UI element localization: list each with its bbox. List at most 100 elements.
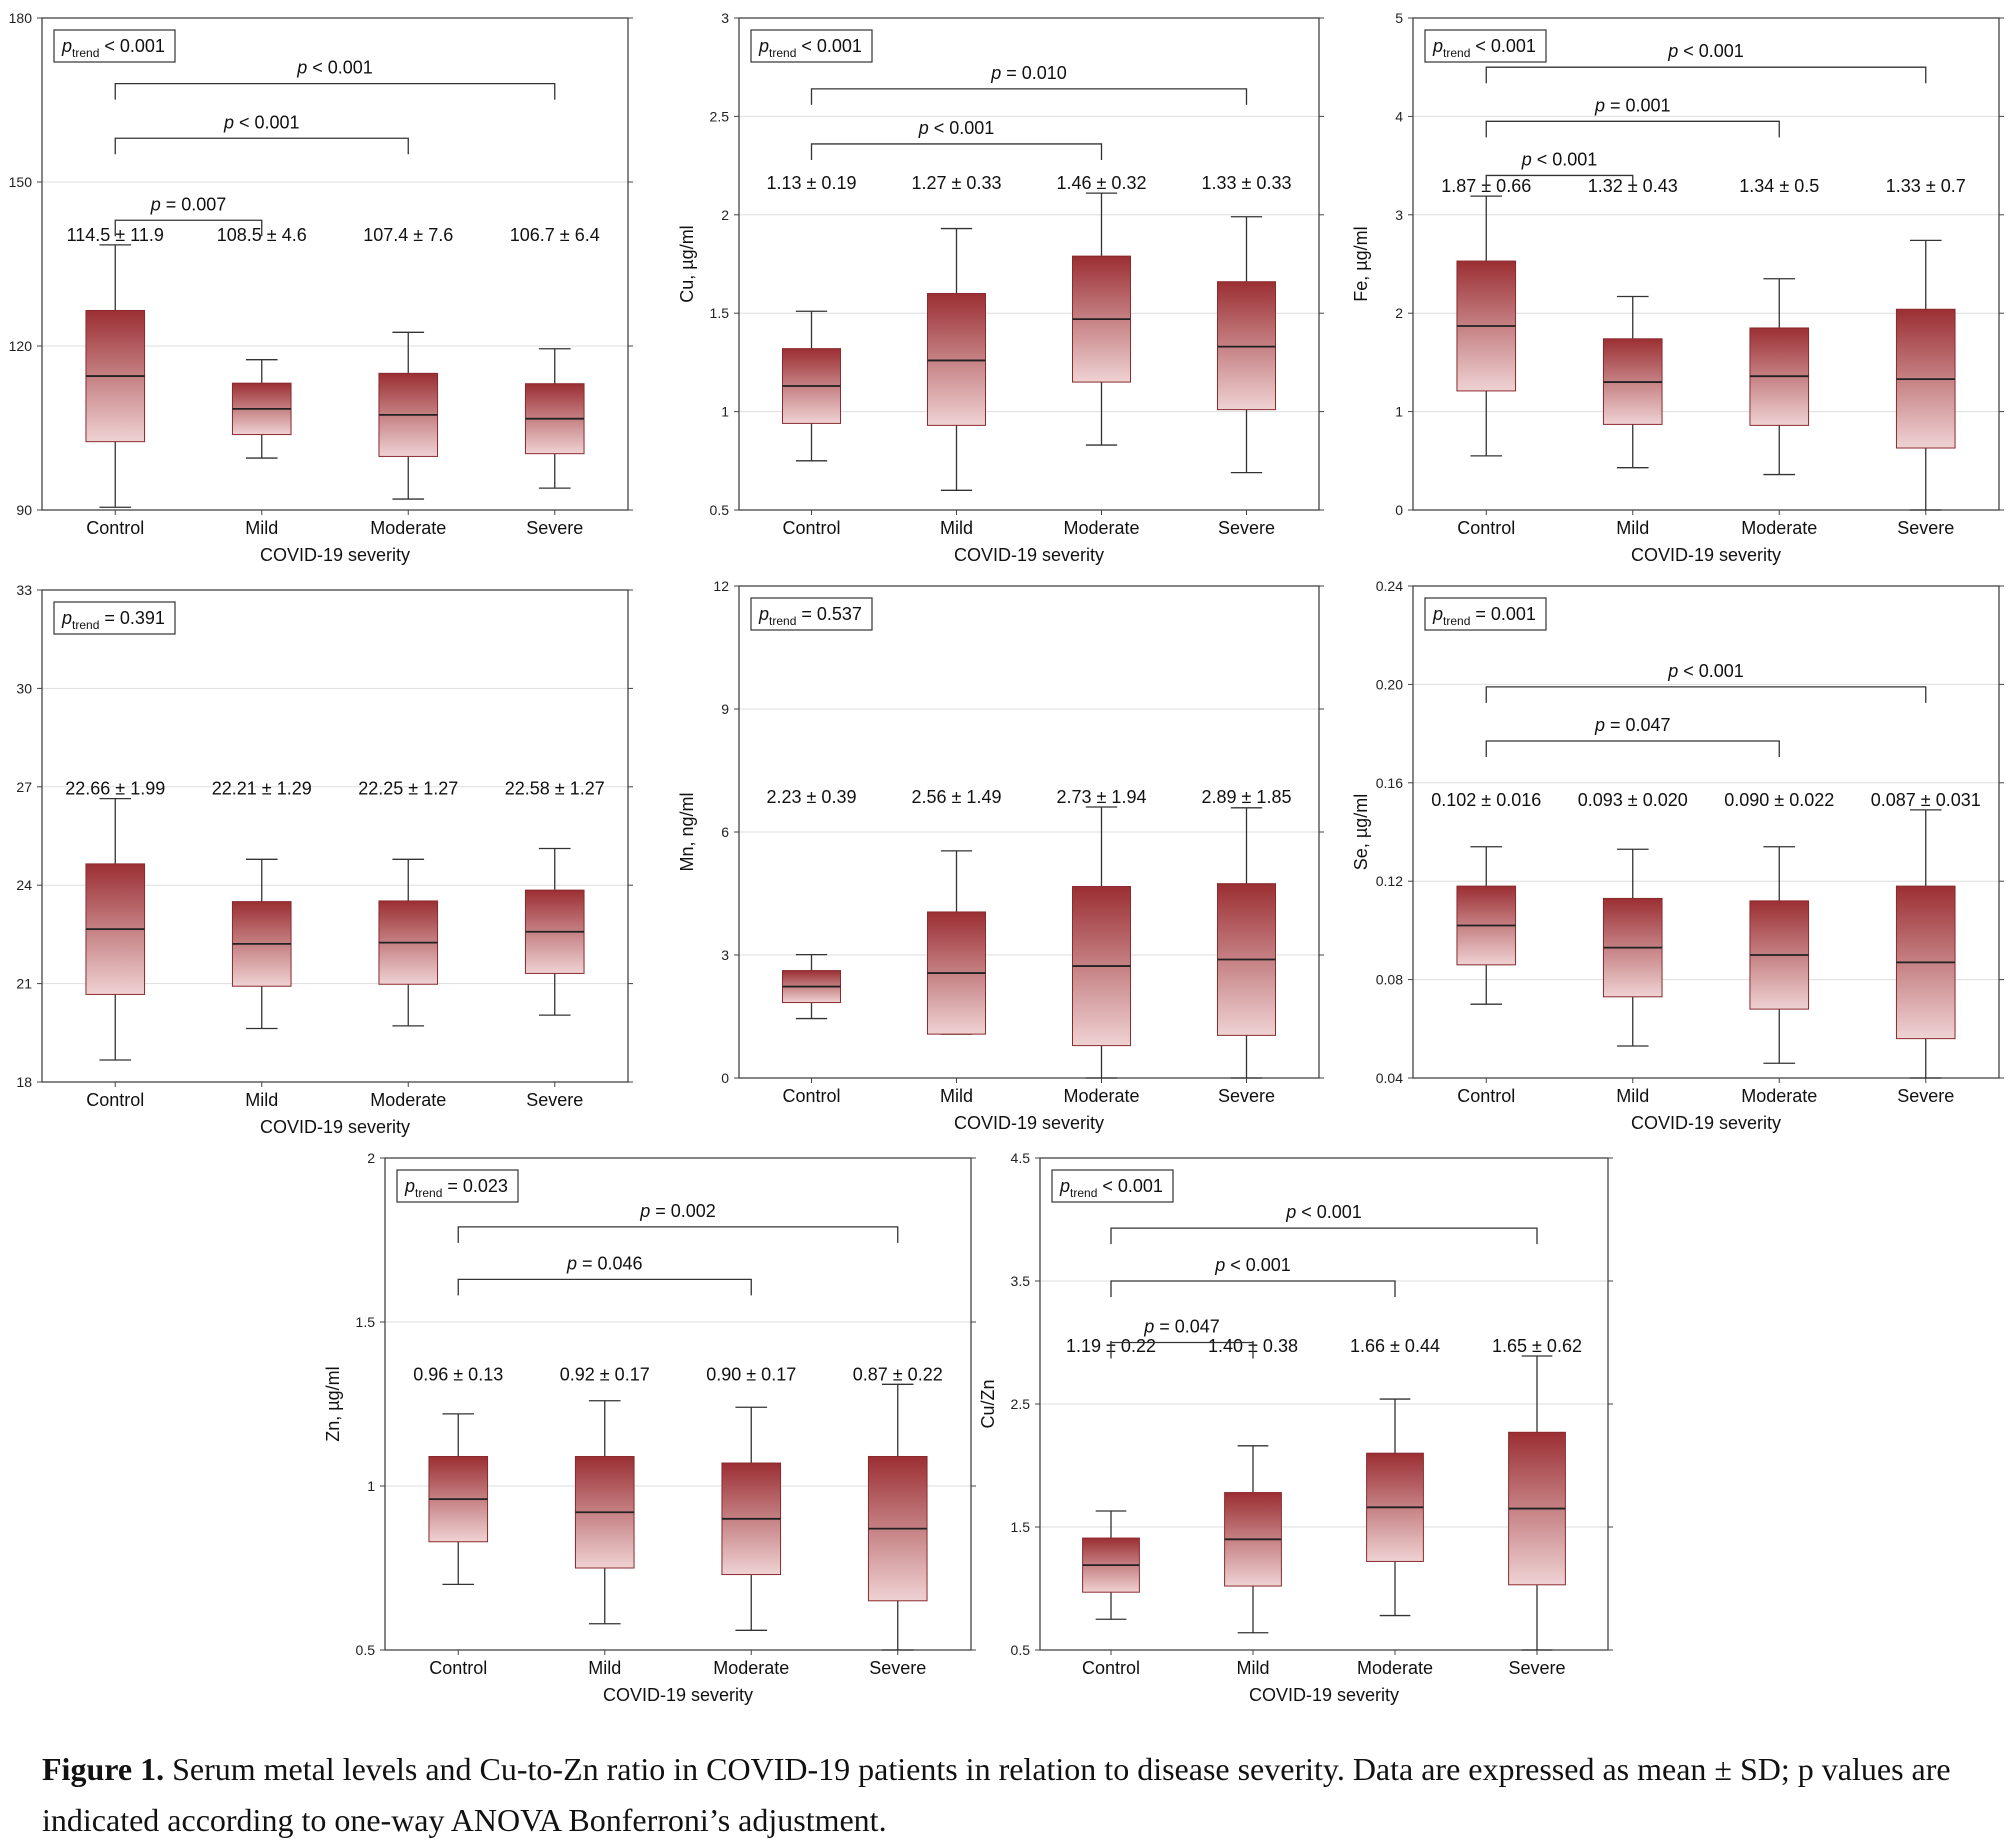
box-mild (927, 293, 986, 426)
y-tick-label: 0.5 (356, 1642, 376, 1658)
y-tick-label: 1.5 (356, 1314, 376, 1330)
x-tick-label: Mild (940, 518, 973, 538)
x-tick-label: Moderate (370, 1090, 446, 1110)
mean-sd-label: 22.58 ± 1.27 (505, 779, 605, 799)
x-axis-label: COVID-19 severity (954, 1113, 1104, 1133)
x-tick-label: Control (1457, 518, 1515, 538)
y-tick-label: 6 (721, 824, 729, 840)
p-trend-label: ptrend < 0.001 (1059, 1176, 1163, 1200)
mean-sd-label: 107.4 ± 7.6 (363, 225, 453, 245)
x-axis-label: COVID-19 severity (1249, 1685, 1399, 1705)
p-trend-box (1424, 29, 1547, 63)
p-trend-label: ptrend = 0.001 (1432, 604, 1536, 628)
mean-sd-label: 106.7 ± 6.4 (510, 225, 600, 245)
mean-sd-label: 22.21 ± 1.29 (212, 779, 312, 799)
mean-sd-label: 0.96 ± 0.13 (413, 1364, 503, 1384)
x-tick-label: Mild (1616, 518, 1649, 538)
y-tick-label: 0.04 (1376, 1070, 1403, 1086)
y-tick-label: 2.5 (710, 108, 730, 124)
comparison-p-value: p < 0.001 (296, 58, 373, 78)
y-tick-label: 18 (16, 1074, 32, 1090)
y-tick-label: 0.24 (1376, 578, 1403, 594)
x-tick-label: Mild (1236, 1658, 1269, 1678)
mean-sd-label: 0.87 ± 0.22 (853, 1364, 943, 1384)
x-tick-label: Moderate (1063, 1086, 1139, 1106)
x-axis-label: COVID-19 severity (260, 545, 410, 565)
mean-sd-label: 0.093 ± 0.020 (1578, 790, 1688, 810)
x-axis-label: COVID-19 severity (260, 1117, 410, 1137)
chart-panel-3: 182124273033Mg, µg/mlControlMildModerate… (16, 582, 633, 1137)
mean-sd-label: 22.66 ± 1.99 (65, 779, 165, 799)
y-tick-label: 5 (1395, 10, 1403, 26)
mean-sd-label: 1.13 ± 0.19 (767, 173, 857, 193)
y-tick-label: 4 (1395, 108, 1403, 124)
comparison-bracket (114, 219, 263, 237)
x-tick-label: Moderate (370, 518, 446, 538)
y-tick-label: 0.12 (1376, 873, 1403, 889)
comparison-bracket (457, 1226, 899, 1243)
x-tick-label: Moderate (1063, 518, 1139, 538)
plot-frame (384, 1157, 972, 1651)
comparison-p-value: p < 0.001 (1521, 149, 1598, 169)
mean-sd-label: 1.66 ± 0.44 (1350, 1336, 1440, 1356)
x-tick-label: Control (429, 1658, 487, 1678)
y-tick-label: 180 (9, 10, 33, 26)
chart-panel-2: 0 1 2 3 4 5 Fe, µg/ml Control Mild Moderate Severe… (1351, 10, 2004, 565)
y-tick-label: 21 (16, 976, 32, 992)
y-tick-label: 2 (367, 1150, 375, 1166)
comparison-p-value: p = 0.002 (639, 1201, 716, 1221)
y-axis-label: Se, µg/ml (1351, 794, 1371, 870)
x-tick-label: Moderate (1741, 1086, 1817, 1106)
chart-panel-6: 0.5 1 1.5 2 Zn, µg/ml Control Mild Moderate Seve… (323, 1150, 976, 1705)
mean-sd-label: 0.090 ± 0.022 (1724, 790, 1834, 810)
y-tick-label: 0.5 (1011, 1642, 1031, 1658)
x-tick-label: Mild (245, 518, 278, 538)
comparison-bracket (1485, 740, 1780, 757)
p-trend-label: ptrend < 0.001 (1432, 36, 1536, 60)
comparison-bracket (457, 1278, 752, 1296)
y-tick-label: 27 (16, 779, 32, 795)
x-tick-label: Moderate (1741, 518, 1817, 538)
p-trend-box (53, 601, 176, 635)
comparison-p-value: p = 0.007 (150, 194, 227, 214)
plot-frame (738, 585, 1320, 1079)
x-tick-label: Severe (526, 518, 583, 538)
y-axis-label: Zn, µg/ml (323, 1366, 343, 1441)
caption-text: Serum metal levels and Cu-to-Zn ratio in… (42, 1751, 1951, 1838)
p-trend-label: ptrend = 0.023 (404, 1176, 508, 1200)
y-tick-label: 1 (1395, 404, 1403, 420)
x-tick-label: Control (86, 518, 144, 538)
y-tick-label: 3.5 (1011, 1273, 1031, 1289)
x-axis-label: COVID-19 severity (603, 1685, 753, 1705)
x-axis-label: COVID-19 severity (1631, 545, 1781, 565)
caption-label: Figure 1. (42, 1751, 165, 1787)
comparison-p-value: p = 0.046 (566, 1253, 643, 1273)
p-trend-label: ptrend = 0.391 (61, 608, 165, 632)
y-tick-label: 2.5 (1011, 1396, 1031, 1412)
x-tick-label: Moderate (713, 1658, 789, 1678)
y-tick-label: 150 (9, 174, 33, 190)
y-tick-label: 9 (721, 701, 729, 717)
x-tick-label: Mild (588, 1658, 621, 1678)
comparison-bracket (114, 82, 556, 100)
mean-sd-label: 1.34 ± 0.5 (1739, 176, 1819, 196)
mean-sd-label: 1.46 ± 0.32 (1057, 173, 1147, 193)
x-tick-label: Mild (245, 1090, 278, 1110)
comparison-p-value: p = 0.047 (1594, 715, 1671, 735)
mean-sd-label: 1.33 ± 0.7 (1886, 176, 1966, 196)
x-tick-label: Control (782, 1086, 840, 1106)
mean-sd-label: 2.23 ± 0.39 (767, 787, 857, 807)
y-tick-label: 33 (16, 582, 32, 598)
p-trend-label: ptrend < 0.001 (61, 36, 165, 60)
comparison-bracket (810, 143, 1103, 160)
mean-sd-label: 1.33 ± 0.33 (1202, 173, 1292, 193)
x-tick-label: Control (782, 518, 840, 538)
p-trend-box (1051, 1169, 1174, 1203)
plot-frame (1039, 1157, 1609, 1651)
y-tick-label: 4.5 (1011, 1150, 1031, 1166)
y-tick-label: 0 (721, 1070, 729, 1086)
mean-sd-label: 0.087 ± 0.031 (1871, 790, 1981, 810)
y-tick-label: 1 (721, 404, 729, 420)
y-tick-label: 0.5 (710, 502, 730, 518)
